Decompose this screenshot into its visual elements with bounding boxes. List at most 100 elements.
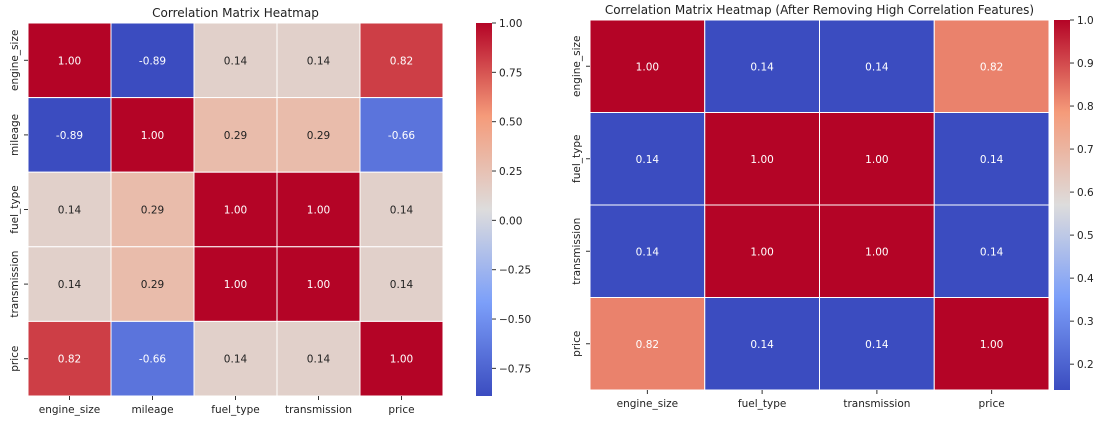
x-tick-label: transmission <box>843 398 910 410</box>
colorbar-tick-label: 0.25 <box>499 166 522 178</box>
cell-value-label: 0.14 <box>636 154 660 166</box>
colorbar-tick-label: 0.5 <box>1077 230 1094 242</box>
cell-value-label: 0.14 <box>307 354 331 366</box>
x-tick-label: price <box>388 404 414 416</box>
x-tick-label: fuel_type <box>738 398 786 410</box>
heatmap-cell <box>27 22 112 99</box>
cell-value-label: 0.14 <box>636 246 660 258</box>
heatmap-cell <box>589 297 706 391</box>
cell-value-label: 0.29 <box>141 205 164 217</box>
colorbar-tick-label: 0.50 <box>499 117 522 129</box>
heatmap-chart-right: Correlation Matrix Heatmap (After Removi… <box>571 3 1094 410</box>
cell-value-label: 0.14 <box>750 61 774 73</box>
heatmap-cell <box>193 97 278 173</box>
heatmap-cell <box>359 97 444 173</box>
heatmap-cell <box>359 171 444 248</box>
heatmap-cell <box>589 19 706 113</box>
heatmap-cell <box>276 22 361 99</box>
cell-value-label: 1.00 <box>307 205 330 217</box>
cell-value-label: 0.14 <box>390 205 414 217</box>
cell-value-label: 0.14 <box>750 339 774 351</box>
heatmap-cell <box>276 246 361 322</box>
y-tick-label: price <box>571 331 583 357</box>
heatmap-cell <box>110 246 195 322</box>
heatmap-cell <box>193 22 278 99</box>
y-tick-label: engine_size <box>571 36 583 97</box>
cell-value-label: 0.14 <box>224 55 248 67</box>
x-tick-label: price <box>979 398 1005 410</box>
heatmap-cell <box>704 19 820 113</box>
heatmap-cell <box>110 22 195 99</box>
cell-value-label: 0.14 <box>58 279 82 291</box>
heatmap-cell <box>110 320 195 397</box>
cell-value-label: -0.89 <box>56 130 83 142</box>
colorbar-tick-label: 0.8 <box>1077 101 1094 113</box>
colorbar-tick-label: −0.50 <box>499 314 531 326</box>
cell-value-label: 0.14 <box>980 246 1004 258</box>
cell-value-label: 1.00 <box>750 246 773 258</box>
colorbar-tick-label: −0.75 <box>499 363 531 375</box>
heatmap-cells: 1.00 0.14 0.14 0.82 0.14 1.00 1.00 0.14 0.14 1.00… <box>589 19 1050 391</box>
cell-value-label: 0.82 <box>58 354 81 366</box>
cell-value-label: 0.14 <box>307 55 331 67</box>
cell-value-label: 0.82 <box>980 61 1003 73</box>
colorbar-tick-label: 1.00 <box>499 18 522 30</box>
heatmap-cell <box>359 246 444 322</box>
colorbar-tick-label: 0.75 <box>499 67 522 79</box>
y-tick-label: fuel_type <box>9 185 21 233</box>
colorbar-tick-label: 1.0 <box>1077 15 1094 27</box>
y-tick-label: transmission <box>571 218 583 285</box>
cell-value-label: 1.00 <box>58 55 81 67</box>
heatmap-cells: 1.00 -0.89 0.14 0.14 0.82 -0.89 1.00 0.29 0.29 -0… <box>27 22 444 397</box>
y-tick-label: mileage <box>9 114 21 156</box>
colorbar-tick-label: 0.6 <box>1077 187 1094 199</box>
heatmap-cell <box>193 171 278 248</box>
y-tick-label: engine_size <box>9 30 21 91</box>
cell-value-label: 0.14 <box>58 205 82 217</box>
heatmap-cell <box>704 297 820 391</box>
heatmap-cell <box>27 320 112 397</box>
colorbar-tick-label: 0.2 <box>1077 359 1094 371</box>
heatmap-chart-left: Correlation Matrix Heatmap 1.00 -0.89 0.14 0… <box>9 6 531 416</box>
y-tick-label: transmission <box>9 251 21 318</box>
colorbar <box>1054 20 1070 390</box>
y-tick-label: fuel_type <box>571 135 583 183</box>
chart-title: Correlation Matrix Heatmap <box>152 6 319 20</box>
x-tick-label: fuel_type <box>211 404 259 416</box>
colorbar-tick-label: 0.00 <box>499 215 522 227</box>
x-tick-label: mileage <box>131 404 173 416</box>
cell-value-label: 1.00 <box>307 279 330 291</box>
cell-value-label: 0.14 <box>224 354 248 366</box>
cell-value-label: 1.00 <box>141 130 164 142</box>
cell-value-label: 0.82 <box>636 339 659 351</box>
cell-value-label: 1.00 <box>224 279 247 291</box>
heatmap-cell <box>819 112 935 206</box>
colorbar-tick-label: −0.25 <box>499 265 531 277</box>
chart-title: Correlation Matrix Heatmap (After Removi… <box>605 3 1034 17</box>
colorbar <box>476 23 492 396</box>
heatmap-cell <box>704 112 820 206</box>
colorbar-tick-label: 0.9 <box>1077 58 1094 70</box>
heatmap-cell <box>110 171 195 248</box>
cell-value-label: -0.66 <box>388 130 415 142</box>
heatmap-cell <box>933 297 1050 391</box>
cell-value-label: -0.89 <box>139 55 166 67</box>
cell-value-label: 0.82 <box>390 55 413 67</box>
y-tick-label: price <box>9 346 21 372</box>
heatmap-cell <box>276 171 361 248</box>
colorbar-tick-label: 0.4 <box>1077 273 1094 285</box>
cell-value-label: 1.00 <box>865 154 888 166</box>
cell-value-label: 1.00 <box>390 354 413 366</box>
cell-value-label: 0.29 <box>307 130 330 142</box>
heatmap-cell <box>589 204 706 298</box>
heatmap-cell <box>819 297 935 391</box>
heatmap-cell <box>704 204 820 298</box>
cell-value-label: 0.29 <box>224 130 247 142</box>
x-tick-label: engine_size <box>617 398 678 410</box>
cell-value-label: 1.00 <box>750 154 773 166</box>
cell-value-label: 0.14 <box>865 61 889 73</box>
cell-value-label: 1.00 <box>636 61 659 73</box>
cell-value-label: 0.29 <box>141 279 164 291</box>
heatmap-cell <box>933 204 1050 298</box>
